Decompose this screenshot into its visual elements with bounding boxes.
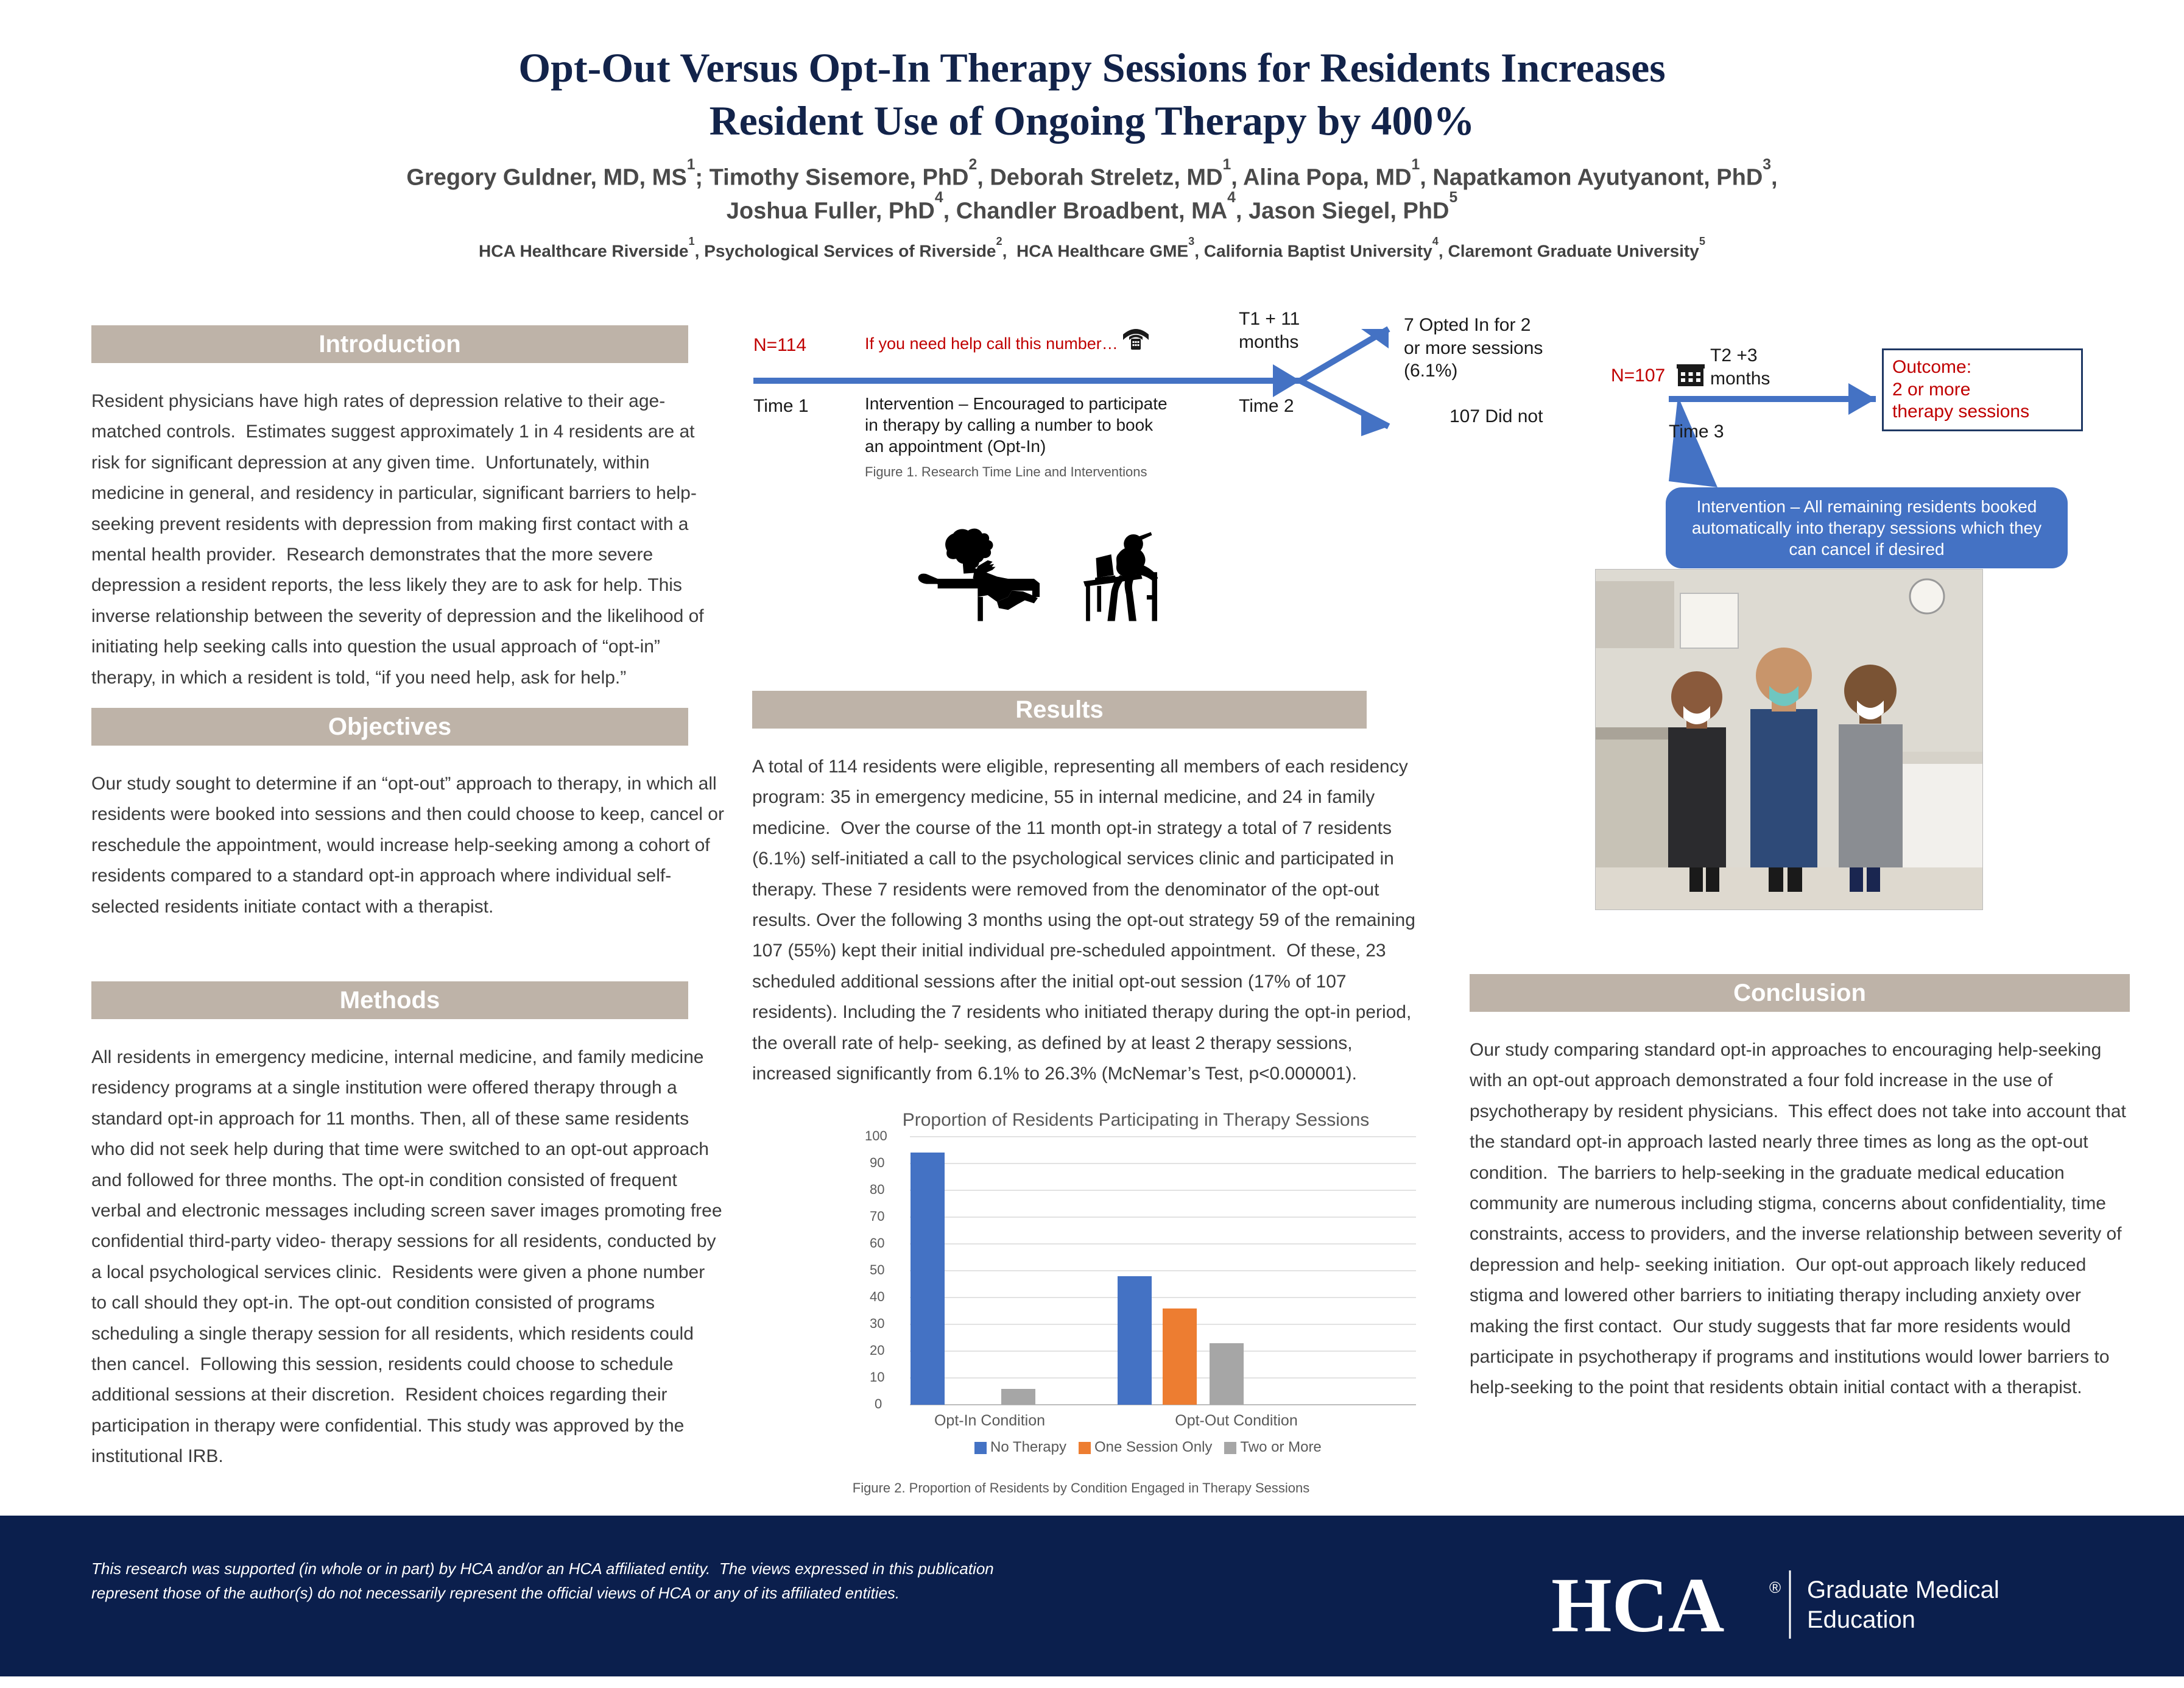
svg-text:Graduate Medical: Graduate Medical xyxy=(1807,1577,1999,1603)
svg-text:Education: Education xyxy=(1807,1606,1915,1633)
svg-text:®: ® xyxy=(1769,1578,1781,1597)
svg-text:HCA: HCA xyxy=(1551,1562,1724,1648)
